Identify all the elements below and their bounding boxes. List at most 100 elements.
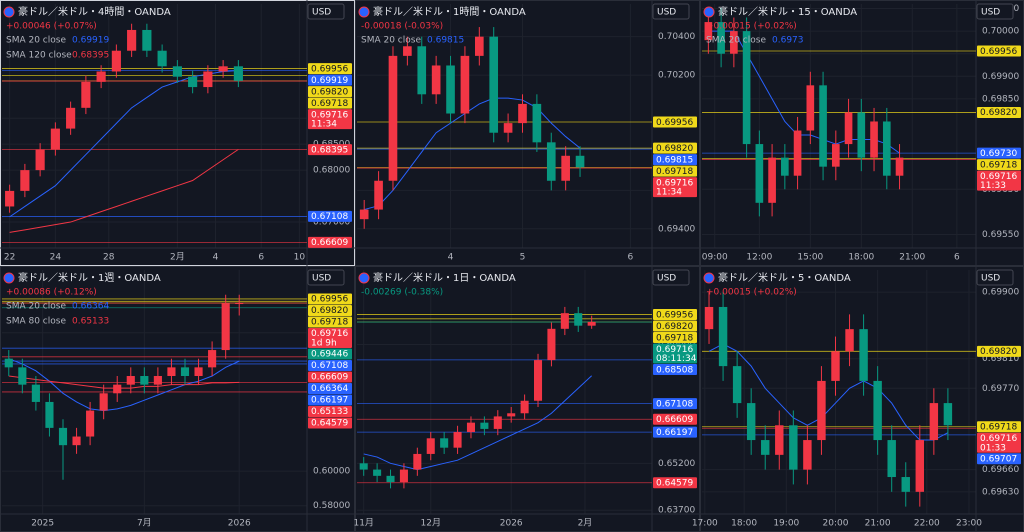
currency-button[interactable] bbox=[307, 3, 345, 20]
panel[interactable] bbox=[0, 266, 355, 532]
candle-body bbox=[35, 149, 45, 171]
candle-body bbox=[746, 403, 756, 441]
candle-body bbox=[532, 103, 542, 143]
currency-button[interactable] bbox=[652, 3, 690, 20]
price-tag-label: 0.69820 bbox=[656, 144, 693, 154]
candle-body bbox=[859, 329, 868, 381]
symbol-flag bbox=[358, 6, 370, 18]
candle-body bbox=[915, 440, 925, 492]
chart-title[interactable]: 豪ドル／米ドル・4時間・OANDA bbox=[18, 5, 171, 18]
price-tag-timer: 08:11:34 bbox=[656, 354, 697, 364]
price-tag-label: 0.69716 bbox=[311, 329, 348, 339]
candle-body bbox=[111, 50, 121, 72]
candle-body bbox=[870, 121, 878, 158]
price-tag-label: 0.69718 bbox=[311, 99, 348, 109]
currency[interactable]: USD bbox=[981, 8, 1000, 18]
price-tag-label: 0.69956 bbox=[311, 64, 348, 74]
sma-line bbox=[9, 69, 239, 218]
price-tag bbox=[308, 63, 352, 75]
candle-body bbox=[5, 190, 15, 207]
price-tag-label: 0.69446 bbox=[311, 350, 348, 360]
legend-value: 0.69815 bbox=[427, 36, 464, 46]
candle-body bbox=[831, 144, 840, 167]
candle-body bbox=[172, 66, 182, 77]
price-tag bbox=[653, 142, 697, 154]
candle-body bbox=[359, 209, 369, 220]
sma-line bbox=[363, 375, 593, 471]
candle-body bbox=[140, 376, 149, 385]
currency-button[interactable] bbox=[652, 269, 690, 286]
candle-body bbox=[113, 384, 122, 394]
currency[interactable]: USD bbox=[312, 274, 331, 284]
candle-body bbox=[126, 376, 135, 385]
currency[interactable]: USD bbox=[312, 8, 331, 18]
price-tag bbox=[653, 477, 697, 489]
price-tag bbox=[308, 86, 352, 98]
candle-body bbox=[534, 360, 543, 401]
candle-body bbox=[386, 475, 395, 483]
legend-name[interactable]: SMA 20 close bbox=[6, 36, 66, 46]
price-tag-label: 0.67108 bbox=[656, 399, 693, 409]
x-tick-label: 6 bbox=[258, 253, 264, 263]
candle-body bbox=[66, 107, 76, 129]
price-tag-label: 0.68508 bbox=[656, 365, 693, 375]
legend-name[interactable]: SMA 20 close bbox=[706, 36, 766, 46]
symbol-flag bbox=[703, 272, 715, 284]
price-tag-label: 0.65133 bbox=[311, 407, 348, 417]
legend-name[interactable]: SMA 20 close bbox=[6, 302, 66, 312]
panel[interactable] bbox=[355, 0, 700, 266]
legend-name[interactable]: SMA 20 close bbox=[361, 36, 421, 46]
chart-title[interactable]: 豪ドル／米ドル・1時間・OANDA bbox=[373, 5, 526, 18]
x-tick-label: 15:00 bbox=[797, 253, 823, 263]
legend-name[interactable]: SMA 120 close bbox=[6, 51, 72, 61]
y-tick-label: 0.70400 bbox=[658, 32, 695, 42]
candle-body bbox=[218, 66, 228, 72]
currency-button[interactable] bbox=[976, 269, 1014, 286]
price-tag bbox=[308, 405, 352, 417]
legend-name[interactable]: SMA 80 close bbox=[6, 317, 66, 327]
candle-body bbox=[153, 376, 162, 385]
chart-title[interactable]: 豪ドル／米ドル・5・OANDA bbox=[718, 271, 851, 284]
price-tag bbox=[653, 413, 697, 425]
change: +0.00046 (+0.07%) bbox=[6, 22, 97, 32]
price-tag bbox=[977, 345, 1021, 357]
price-tag bbox=[977, 147, 1021, 159]
x-tick-label: 5 bbox=[520, 253, 526, 263]
candle-body bbox=[31, 384, 40, 402]
candle-body bbox=[167, 367, 176, 377]
price-tag-label: 0.66609 bbox=[311, 238, 348, 248]
candle-body bbox=[518, 103, 527, 124]
candle-body bbox=[793, 130, 802, 176]
candle-body bbox=[413, 453, 422, 470]
candle-body bbox=[208, 350, 217, 368]
chart-title[interactable]: 豪ドル／米ドル・1週・OANDA bbox=[18, 271, 161, 284]
price-tag bbox=[308, 304, 352, 316]
currency-button[interactable] bbox=[307, 269, 345, 286]
currency[interactable]: USD bbox=[657, 274, 676, 284]
currency[interactable]: USD bbox=[981, 274, 1000, 284]
candle-body bbox=[857, 112, 866, 158]
candle-body bbox=[882, 121, 891, 176]
price-tag-timer: 01:33 bbox=[980, 443, 1006, 453]
price-tag bbox=[308, 327, 352, 348]
candle-body bbox=[81, 81, 91, 108]
price-tag-label: 0.69716 bbox=[980, 172, 1017, 182]
currency[interactable]: USD bbox=[657, 8, 676, 18]
x-tick-label: 18:00 bbox=[848, 253, 874, 263]
y-tick-label: 0.69400 bbox=[658, 224, 695, 234]
legend-value: 0.69919 bbox=[72, 36, 109, 46]
currency-button[interactable] bbox=[976, 3, 1014, 20]
x-tick-label: 7月 bbox=[137, 518, 152, 529]
candle-body bbox=[233, 66, 243, 81]
y-tick-label: 0.69850 bbox=[982, 94, 1019, 104]
chart-title[interactable]: 豪ドル／米ドル・1日・OANDA bbox=[373, 271, 516, 284]
chart-title[interactable]: 豪ドル／米ドル・15・OANDA bbox=[718, 5, 857, 18]
price-tag bbox=[977, 45, 1021, 57]
panel[interactable] bbox=[355, 266, 700, 532]
y-tick-label: 0.65200 bbox=[658, 459, 695, 469]
sma-line bbox=[364, 97, 581, 211]
price-tag-label: 0.69716 bbox=[656, 178, 693, 188]
x-tick-label: 6 bbox=[954, 253, 960, 263]
panel[interactable] bbox=[700, 266, 1024, 532]
candle-body bbox=[817, 380, 826, 441]
